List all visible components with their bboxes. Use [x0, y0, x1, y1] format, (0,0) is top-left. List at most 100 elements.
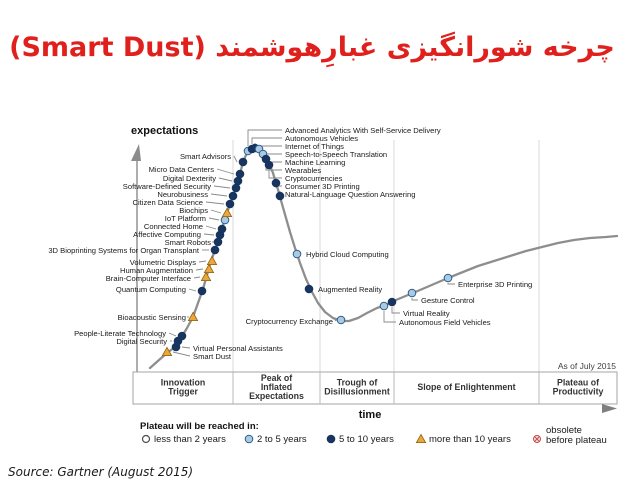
leader-line — [195, 268, 204, 271]
leader-line — [268, 170, 282, 179]
leader-line — [181, 346, 191, 349]
dark-dot-icon — [197, 286, 207, 296]
phase-label: Slope of Enlightenment — [417, 382, 515, 392]
dark-dot-icon — [235, 169, 245, 179]
tech-label: People-Literate Technology — [74, 329, 166, 338]
triangle-marker-icon — [415, 433, 427, 444]
tech-label: Neurobusiness — [157, 190, 208, 199]
dark-dot-icon — [304, 284, 314, 294]
triangle-marker-icon — [200, 271, 212, 282]
light-dot-icon — [379, 301, 389, 311]
page-title: چرخه شورانگیزی غبارِهوشمند (Smart Dust) — [9, 32, 615, 63]
tech-label: Gesture Control — [421, 296, 475, 305]
leader-line — [172, 351, 191, 357]
phase-label: Trough of Disillusionment — [324, 378, 390, 397]
tech-label: 3D Bioprinting Systems for Organ Transpl… — [48, 246, 200, 255]
tech-label: Smart Robots — [165, 238, 212, 247]
dark-dot-icon — [228, 191, 238, 201]
legend-item-label: 5 to 10 years — [339, 434, 394, 445]
dark-dot-icon — [233, 176, 243, 186]
tech-label: Natural-Language Question Answering — [285, 190, 415, 199]
dark-dot-icon — [225, 199, 235, 209]
leader-line — [233, 155, 238, 163]
tech-label: Autonomous Vehicles — [285, 134, 358, 143]
dark-dot-icon — [264, 160, 274, 170]
phase-label: Plateau of Productivity — [553, 378, 604, 397]
triangle-marker-icon — [187, 311, 199, 322]
tech-label: Virtual Reality — [403, 309, 450, 318]
tech-label: Quantum Computing — [116, 285, 186, 294]
tech-label: Smart Advisors — [180, 152, 231, 161]
dark-dot-icon — [231, 183, 241, 193]
legend-title: Plateau will be reached in: — [140, 421, 259, 432]
tech-label: Hybrid Cloud Computing — [306, 250, 389, 259]
dark-dot-icon — [238, 157, 248, 167]
tech-label: Bioacoustic Sensing — [118, 313, 186, 322]
leader-line — [205, 225, 217, 230]
leader-line — [203, 233, 215, 236]
source-note: Source: Gartner (August 2015) — [8, 465, 194, 479]
y-axis-title: expectations — [131, 125, 198, 137]
obsolete-cross-icon — [534, 436, 540, 442]
tech-label: Connected Home — [144, 222, 203, 231]
leader-line — [210, 193, 228, 197]
tech-label: Internet of Things — [285, 142, 344, 151]
leader-line — [193, 276, 201, 279]
triangle-marker-icon — [221, 207, 233, 218]
leader-line — [188, 288, 197, 292]
open-dot-icon — [141, 434, 151, 444]
tech-label: Virtual Personal Assistants — [193, 344, 283, 353]
leader-line — [334, 319, 337, 322]
light-dot-icon — [407, 288, 417, 298]
leader-line — [383, 311, 396, 323]
tech-label: Speech-to-Speech Translation — [285, 150, 387, 159]
tech-label: Volumetric Displays — [130, 258, 196, 267]
dark-dot-icon — [387, 297, 397, 307]
x-axis-title: time — [359, 409, 382, 421]
tech-label: Wearables — [285, 166, 321, 175]
tech-label: IoT Platform — [165, 214, 206, 223]
tech-label: Advanced Analytics With Self-Service Del… — [285, 126, 441, 135]
tech-label: Consumer 3D Printing — [285, 182, 360, 191]
tech-label: Smart Dust — [193, 352, 232, 361]
phase-label: Peak of Inflated Expectations — [249, 373, 304, 401]
leader-line — [218, 177, 233, 182]
tech-label: Cryptocurrency Exchange — [246, 317, 333, 326]
as-of-note: As of July 2015 — [558, 361, 616, 371]
tech-label: Micro Data Centers — [149, 165, 215, 174]
tech-label: Digital Dexterity — [163, 174, 216, 183]
leader-line — [198, 260, 207, 263]
triangle-marker-icon — [203, 263, 215, 274]
leader-line — [411, 298, 418, 301]
dark-dot-icon — [210, 245, 220, 255]
legend-item-label: 2 to 5 years — [257, 434, 307, 445]
dark-dot-icon — [275, 191, 285, 201]
legend-item-label: obsolete — [546, 425, 582, 436]
leader-line — [168, 332, 177, 337]
tech-label: Cryptocurrencies — [285, 174, 343, 183]
leader-line — [205, 201, 225, 205]
tech-label: Autonomous Field Vehicles — [399, 318, 491, 327]
tech-label: Machine Learning — [285, 158, 345, 167]
leader-line — [216, 168, 235, 175]
light-dot-icon — [292, 249, 302, 259]
tech-label: Citizen Data Science — [133, 198, 204, 207]
x-axis-arrow-icon — [602, 404, 617, 413]
leader-line — [447, 283, 455, 285]
leader-line — [213, 185, 231, 189]
y-axis-arrow-icon — [131, 144, 141, 161]
leader-line — [247, 129, 282, 146]
light-dot-icon — [443, 273, 453, 283]
tech-label: Human Augmentation — [120, 266, 193, 275]
leader-line — [210, 209, 222, 214]
tech-label: Brain-Computer Interface — [106, 274, 191, 283]
tech-label: Digital Security — [116, 337, 167, 346]
tech-label: Enterprise 3D Printing — [458, 280, 532, 289]
light-dot-icon — [220, 215, 230, 225]
light-dot-icon — [244, 434, 254, 444]
leader-line — [391, 307, 400, 314]
legend-item-label: before plateau — [546, 435, 607, 446]
dark-dot-icon — [326, 434, 336, 444]
light-dot-icon — [336, 315, 346, 325]
